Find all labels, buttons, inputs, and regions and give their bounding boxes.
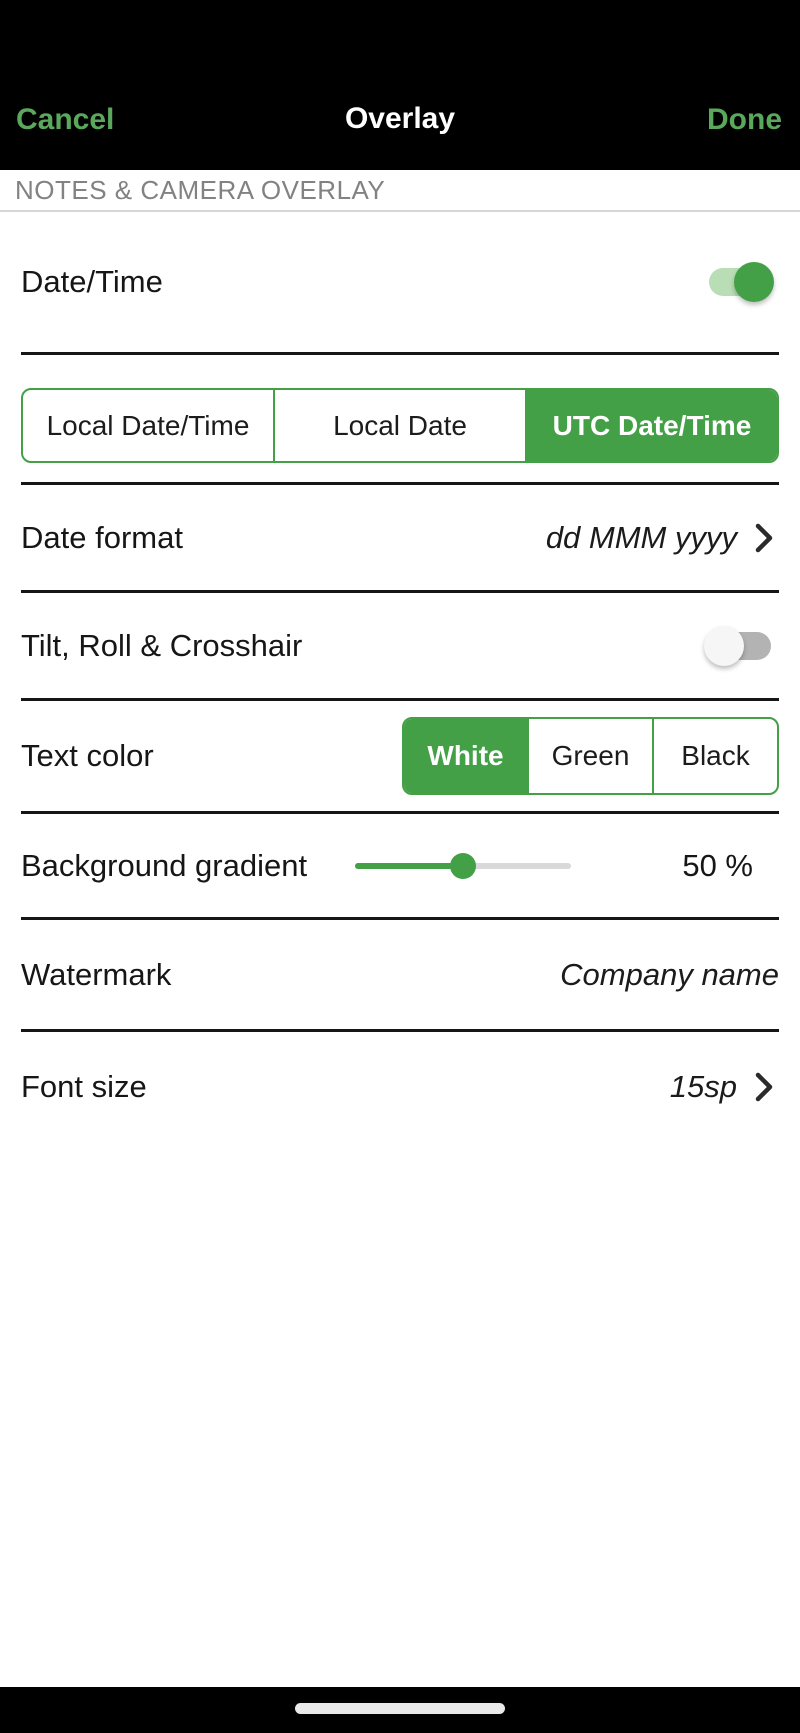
section-header: NOTES & CAMERA OVERLAY — [0, 170, 800, 212]
home-indicator[interactable] — [295, 1703, 505, 1714]
font-size-label: Font size — [21, 1069, 147, 1104]
background-gradient-label: Background gradient — [21, 847, 308, 883]
row-font-size[interactable]: Font size 15sp — [21, 1032, 779, 1142]
segment-utc-date-time[interactable]: UTC Date/Time — [525, 390, 777, 461]
background-gradient-value: 50 % — [682, 847, 753, 883]
watermark-label: Watermark — [21, 956, 172, 992]
row-background-gradient: Background gradient 50 % — [21, 814, 779, 920]
chevron-right-icon — [755, 1072, 773, 1102]
watermark-value: Company name — [560, 956, 779, 992]
background-gradient-slider[interactable] — [355, 852, 572, 879]
row-watermark[interactable]: Watermark Company name — [21, 920, 779, 1032]
segment-local-date[interactable]: Local Date — [273, 390, 525, 461]
font-size-value: 15sp — [669, 1069, 737, 1104]
date-type-group: Local Date/Time Local Date UTC Date/Time — [21, 355, 779, 485]
row-date-time[interactable]: Date/Time — [21, 212, 779, 355]
slider-track-fill — [355, 862, 464, 869]
date-format-value: dd MMM yyyy — [545, 519, 737, 555]
row-date-format[interactable]: Date format dd MMM yyyy — [21, 485, 779, 593]
row-tilt-roll-crosshair[interactable]: Tilt, Roll & Crosshair — [21, 593, 779, 701]
page-title: Overlay — [344, 102, 456, 135]
date-time-switch[interactable] — [709, 262, 774, 302]
text-color-segmented-control: White Green Black — [402, 717, 779, 795]
text-color-label: Text color — [21, 738, 154, 773]
navigation-bar: Cancel Overlay Done — [0, 0, 800, 170]
row-text-color: Text color White Green Black — [21, 701, 779, 814]
segment-black[interactable]: Black — [652, 719, 777, 793]
system-navigation-bar — [0, 1687, 800, 1733]
segment-local-date-time[interactable]: Local Date/Time — [46, 409, 250, 441]
slider-thumb[interactable] — [450, 852, 477, 879]
segment-white[interactable]: White — [404, 719, 527, 793]
cancel-button[interactable]: Cancel — [16, 103, 115, 136]
switch-thumb — [734, 262, 774, 302]
settings-list: Date/Time Local Date/Time Local Date UTC… — [0, 212, 800, 1142]
tilt-roll-crosshair-label: Tilt, Roll & Crosshair — [21, 627, 303, 663]
tilt-roll-crosshair-switch[interactable] — [704, 625, 771, 666]
date-format-label: Date format — [21, 519, 183, 555]
done-button[interactable]: Done — [707, 103, 782, 136]
segment-green[interactable]: Green — [527, 719, 652, 793]
date-type-segmented-control: Local Date/Time Local Date UTC Date/Time — [21, 388, 779, 463]
switch-thumb — [704, 625, 744, 666]
chevron-right-icon — [755, 523, 773, 552]
date-time-label: Date/Time — [21, 264, 163, 299]
